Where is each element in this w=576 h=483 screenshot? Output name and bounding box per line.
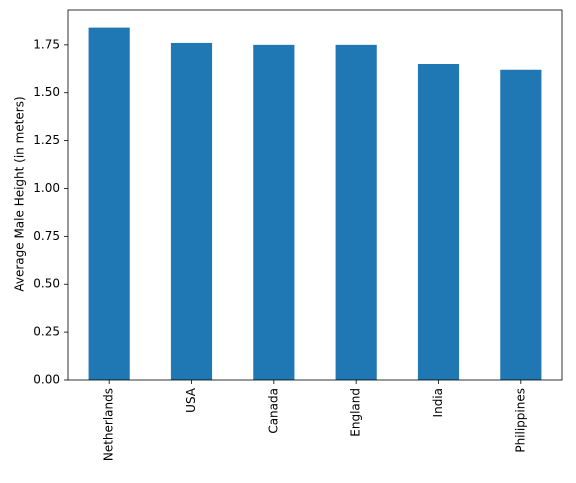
x-tick-label: Netherlands (102, 388, 116, 461)
y-tick-label: 1.50 (33, 85, 60, 99)
bar (417, 64, 460, 380)
y-tick-label: 1.25 (33, 133, 60, 147)
bar (335, 44, 377, 380)
x-tick-label: USA (184, 387, 198, 413)
x-tick-label: Canada (266, 388, 280, 434)
y-tick-label: 1.75 (33, 37, 60, 51)
bar (500, 69, 542, 380)
bar (88, 27, 130, 380)
y-tick-label: 0.50 (33, 277, 60, 291)
y-tick-label: 1.00 (33, 181, 60, 195)
y-axis-label: Average Male Height (in meters) (13, 96, 27, 291)
bar (253, 44, 295, 380)
x-tick-label: Philippines (513, 388, 527, 453)
x-tick-label: England (349, 388, 363, 437)
y-tick-label: 0.25 (33, 325, 60, 339)
bar (170, 42, 213, 381)
x-tick-label: India (431, 388, 445, 417)
y-tick-label: 0.00 (33, 373, 60, 387)
y-tick-label: 0.75 (33, 229, 60, 243)
plot-frame (67, 9, 563, 381)
